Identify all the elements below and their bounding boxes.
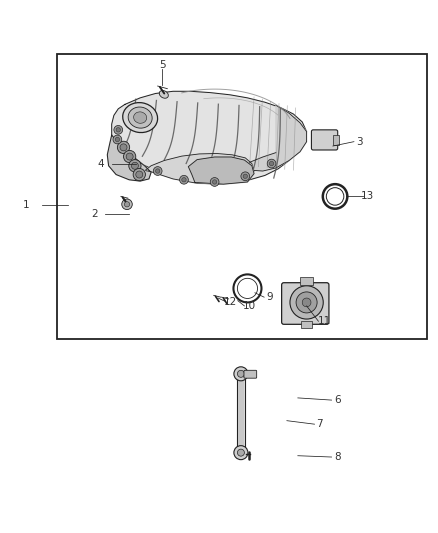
Text: 8: 8 <box>334 452 341 462</box>
Bar <box>333 135 339 145</box>
Ellipse shape <box>159 91 168 98</box>
Text: 5: 5 <box>159 60 166 70</box>
Text: 11: 11 <box>318 316 331 326</box>
Circle shape <box>129 159 141 172</box>
Polygon shape <box>112 91 307 183</box>
FancyBboxPatch shape <box>282 282 329 324</box>
Text: 1: 1 <box>23 200 30 210</box>
FancyBboxPatch shape <box>244 370 257 378</box>
Circle shape <box>117 141 130 154</box>
Bar <box>301 321 312 328</box>
Circle shape <box>182 177 186 182</box>
Text: 7: 7 <box>316 419 323 429</box>
Text: 4: 4 <box>97 159 104 168</box>
Bar <box>300 277 313 285</box>
Bar <box>57 54 427 339</box>
Circle shape <box>237 370 244 377</box>
Circle shape <box>296 292 317 313</box>
Circle shape <box>180 175 188 184</box>
Ellipse shape <box>128 107 152 128</box>
Polygon shape <box>107 135 151 181</box>
Text: 3: 3 <box>356 136 363 147</box>
Circle shape <box>120 144 127 151</box>
Circle shape <box>241 172 250 181</box>
Text: 13: 13 <box>361 191 374 201</box>
Circle shape <box>243 174 247 179</box>
Circle shape <box>115 138 120 142</box>
Circle shape <box>237 449 244 456</box>
Circle shape <box>114 125 123 134</box>
Ellipse shape <box>123 102 158 133</box>
Circle shape <box>212 180 217 184</box>
Text: 2: 2 <box>91 209 98 219</box>
Circle shape <box>269 161 274 166</box>
Circle shape <box>290 286 323 319</box>
Polygon shape <box>188 157 254 184</box>
Bar <box>238 376 244 450</box>
Circle shape <box>116 128 120 132</box>
Circle shape <box>113 135 122 144</box>
Circle shape <box>124 150 136 163</box>
Circle shape <box>302 298 311 307</box>
Circle shape <box>126 153 133 160</box>
Polygon shape <box>250 106 307 171</box>
Text: 12: 12 <box>223 296 237 306</box>
Bar <box>237 374 245 453</box>
Text: 10: 10 <box>243 301 256 311</box>
Circle shape <box>131 162 138 169</box>
Circle shape <box>234 367 248 381</box>
Circle shape <box>133 168 145 181</box>
Circle shape <box>155 169 160 173</box>
Circle shape <box>234 446 248 459</box>
Circle shape <box>122 199 132 209</box>
FancyBboxPatch shape <box>311 130 338 150</box>
Circle shape <box>136 171 143 178</box>
Circle shape <box>153 167 162 175</box>
Text: 9: 9 <box>266 292 273 302</box>
Circle shape <box>210 177 219 187</box>
Circle shape <box>124 201 130 207</box>
Polygon shape <box>145 154 254 184</box>
Ellipse shape <box>134 112 147 123</box>
Text: 6: 6 <box>334 395 341 405</box>
Circle shape <box>267 159 276 168</box>
